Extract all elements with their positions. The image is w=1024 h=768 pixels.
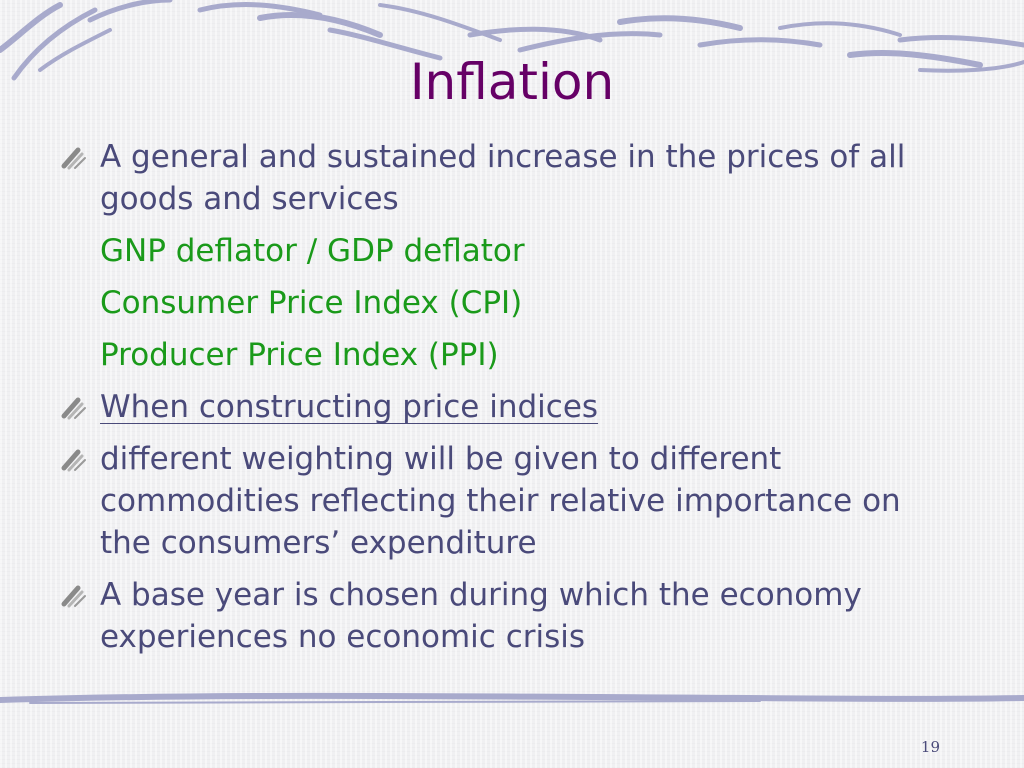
list-item-text: GNP deflator / GDP deflator [100,233,525,269]
pencil-stroke-bullet-icon [61,449,86,472]
pencil-stroke-bullet-icon [61,585,86,608]
pencil-stroke-bullet-icon [61,397,86,420]
list-item: When constructing price indices [60,386,940,428]
list-item-text: different weighting will be given to dif… [100,441,901,561]
pencil-stroke-bullet-icon [61,147,86,170]
slide-title: Inflation [409,53,615,111]
wave-divider [0,692,1024,704]
list-item: A general and sustained increase in the … [60,136,940,220]
bullet-list: A general and sustained increase in the … [60,136,940,668]
list-item-text: When constructing price indices [100,389,599,425]
list-item-text: Producer Price Index (PPI) [100,337,499,373]
list-item-text: A base year is chosen during which the e… [100,577,862,655]
page-number: 19 [920,738,940,756]
list-item: GNP deflator / GDP deflator [60,230,940,272]
list-item: different weighting will be given to dif… [60,438,940,564]
wave-decoration-top [0,0,1024,81]
list-item: Consumer Price Index (CPI) [60,282,940,324]
list-item: A base year is chosen during which the e… [60,574,940,658]
list-item-text: Consumer Price Index (CPI) [100,285,523,321]
list-item-text: A general and sustained increase in the … [100,139,906,217]
list-item: Producer Price Index (PPI) [60,334,940,376]
